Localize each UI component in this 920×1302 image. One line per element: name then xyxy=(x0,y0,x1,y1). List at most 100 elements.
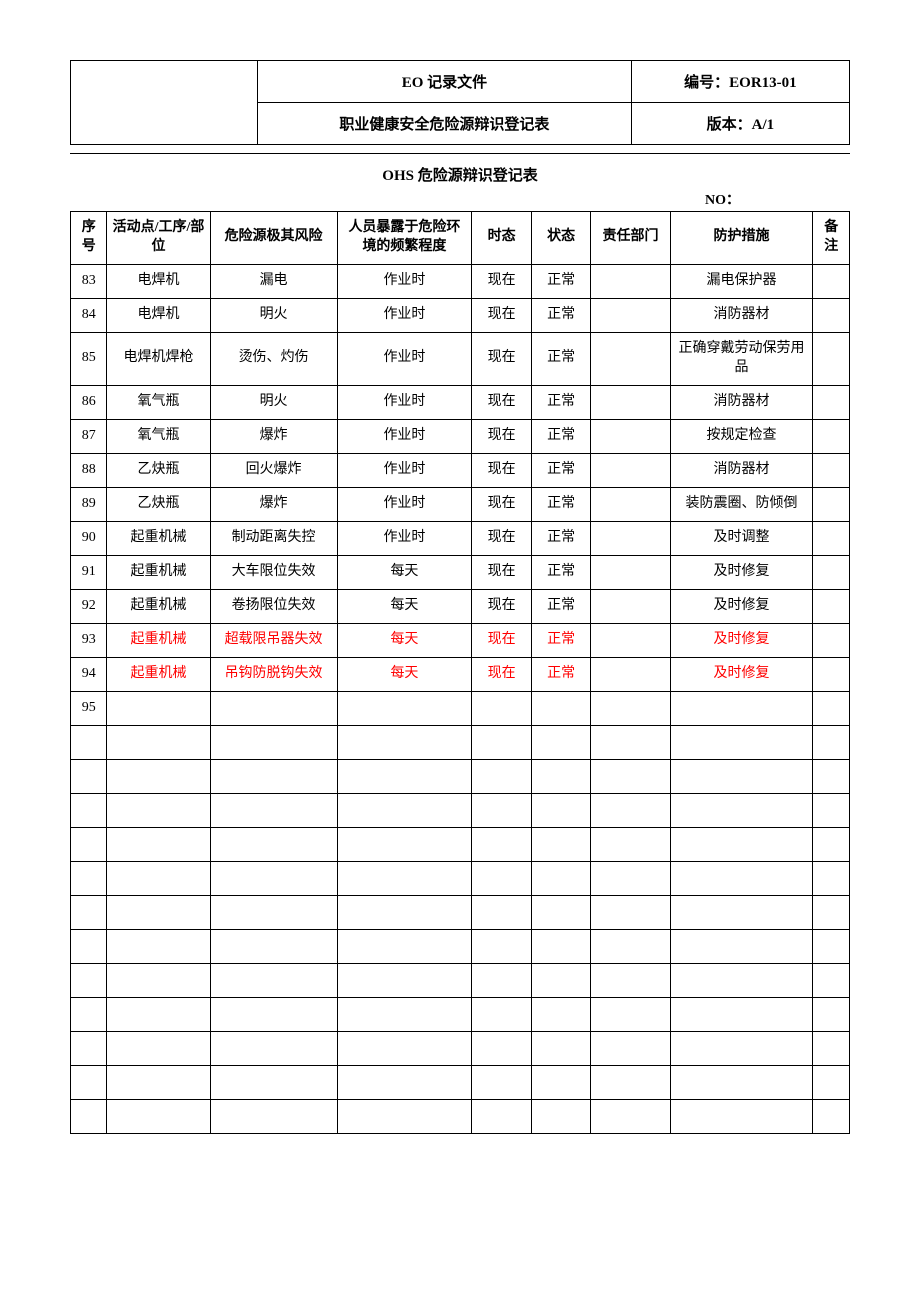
cell-hazard: 烫伤、灼伤 xyxy=(210,332,337,385)
cell-measure xyxy=(670,1099,813,1133)
cell-frequency xyxy=(337,1031,472,1065)
cell-tense xyxy=(472,997,531,1031)
cell-activity xyxy=(107,691,210,725)
header-logo-cell xyxy=(71,61,258,145)
col-measure: 防护措施 xyxy=(670,212,813,265)
cell-seq: 86 xyxy=(71,385,107,419)
cell-state xyxy=(531,895,590,929)
cell-note xyxy=(813,332,850,385)
header-divider xyxy=(70,153,850,154)
col-dept: 责任部门 xyxy=(591,212,670,265)
cell-measure: 及时调整 xyxy=(670,521,813,555)
cell-tense xyxy=(472,963,531,997)
table-row-empty xyxy=(71,793,850,827)
cell-measure xyxy=(670,963,813,997)
col-state: 状态 xyxy=(531,212,590,265)
table-header-row: 序号 活动点/工序/部位 危险源极其风险 人员暴露于危险环境的频繁程度 时态 状… xyxy=(71,212,850,265)
cell-note xyxy=(813,623,850,657)
cell-note xyxy=(813,691,850,725)
cell-activity: 起重机械 xyxy=(107,623,210,657)
cell-activity: 电焊机 xyxy=(107,264,210,298)
cell-seq xyxy=(71,997,107,1031)
cell-state: 正常 xyxy=(531,487,590,521)
table-row-empty xyxy=(71,827,850,861)
cell-measure: 及时修复 xyxy=(670,657,813,691)
cell-activity xyxy=(107,895,210,929)
cell-tense: 现在 xyxy=(472,487,531,521)
col-frequency: 人员暴露于危险环境的频繁程度 xyxy=(337,212,472,265)
cell-hazard xyxy=(210,725,337,759)
cell-activity: 氧气瓶 xyxy=(107,385,210,419)
cell-seq xyxy=(71,1065,107,1099)
cell-seq: 89 xyxy=(71,487,107,521)
cell-hazard: 吊钩防脱钩失效 xyxy=(210,657,337,691)
table-row: 85电焊机焊枪烫伤、灼伤作业时现在正常正确穿戴劳动保劳用品 xyxy=(71,332,850,385)
cell-note xyxy=(813,895,850,929)
cell-seq xyxy=(71,929,107,963)
cell-hazard: 大车限位失效 xyxy=(210,555,337,589)
cell-seq: 84 xyxy=(71,298,107,332)
cell-tense: 现在 xyxy=(472,657,531,691)
cell-frequency: 作业时 xyxy=(337,453,472,487)
cell-seq xyxy=(71,895,107,929)
cell-tense xyxy=(472,929,531,963)
cell-seq: 85 xyxy=(71,332,107,385)
col-activity: 活动点/工序/部位 xyxy=(107,212,210,265)
cell-state xyxy=(531,1065,590,1099)
table-row: 94起重机械吊钩防脱钩失效每天现在正常及时修复 xyxy=(71,657,850,691)
cell-frequency xyxy=(337,759,472,793)
cell-state xyxy=(531,997,590,1031)
cell-dept xyxy=(591,1031,670,1065)
cell-seq xyxy=(71,861,107,895)
table-row-empty xyxy=(71,997,850,1031)
cell-note xyxy=(813,453,850,487)
cell-note xyxy=(813,1065,850,1099)
cell-tense xyxy=(472,1065,531,1099)
cell-seq xyxy=(71,793,107,827)
cell-frequency xyxy=(337,827,472,861)
table-row: 89乙炔瓶爆炸作业时现在正常装防震圈、防倾倒 xyxy=(71,487,850,521)
cell-activity: 起重机械 xyxy=(107,555,210,589)
table-row: 93起重机械超载限吊器失效每天现在正常及时修复 xyxy=(71,623,850,657)
table-row-empty xyxy=(71,929,850,963)
cell-seq: 83 xyxy=(71,264,107,298)
cell-hazard: 回火爆炸 xyxy=(210,453,337,487)
cell-dept xyxy=(591,332,670,385)
cell-tense: 现在 xyxy=(472,623,531,657)
cell-state xyxy=(531,963,590,997)
cell-note xyxy=(813,487,850,521)
cell-hazard xyxy=(210,895,337,929)
cell-dept xyxy=(591,691,670,725)
cell-dept xyxy=(591,623,670,657)
cell-note xyxy=(813,589,850,623)
cell-dept xyxy=(591,861,670,895)
cell-note xyxy=(813,657,850,691)
cell-state xyxy=(531,691,590,725)
cell-measure: 消防器材 xyxy=(670,453,813,487)
cell-measure: 及时修复 xyxy=(670,589,813,623)
cell-hazard xyxy=(210,861,337,895)
cell-tense: 现在 xyxy=(472,453,531,487)
cell-dept xyxy=(591,657,670,691)
cell-tense: 现在 xyxy=(472,298,531,332)
cell-activity xyxy=(107,963,210,997)
cell-tense: 现在 xyxy=(472,264,531,298)
cell-activity xyxy=(107,827,210,861)
cell-state: 正常 xyxy=(531,555,590,589)
cell-state: 正常 xyxy=(531,657,590,691)
cell-tense: 现在 xyxy=(472,521,531,555)
cell-hazard xyxy=(210,1031,337,1065)
cell-activity xyxy=(107,1065,210,1099)
cell-seq: 92 xyxy=(71,589,107,623)
cell-dept xyxy=(591,419,670,453)
cell-tense xyxy=(472,1099,531,1133)
cell-note xyxy=(813,997,850,1031)
cell-state: 正常 xyxy=(531,298,590,332)
cell-measure xyxy=(670,759,813,793)
cell-measure xyxy=(670,861,813,895)
cell-note xyxy=(813,1031,850,1065)
cell-activity: 电焊机 xyxy=(107,298,210,332)
cell-tense xyxy=(472,827,531,861)
cell-measure xyxy=(670,1065,813,1099)
cell-seq xyxy=(71,725,107,759)
